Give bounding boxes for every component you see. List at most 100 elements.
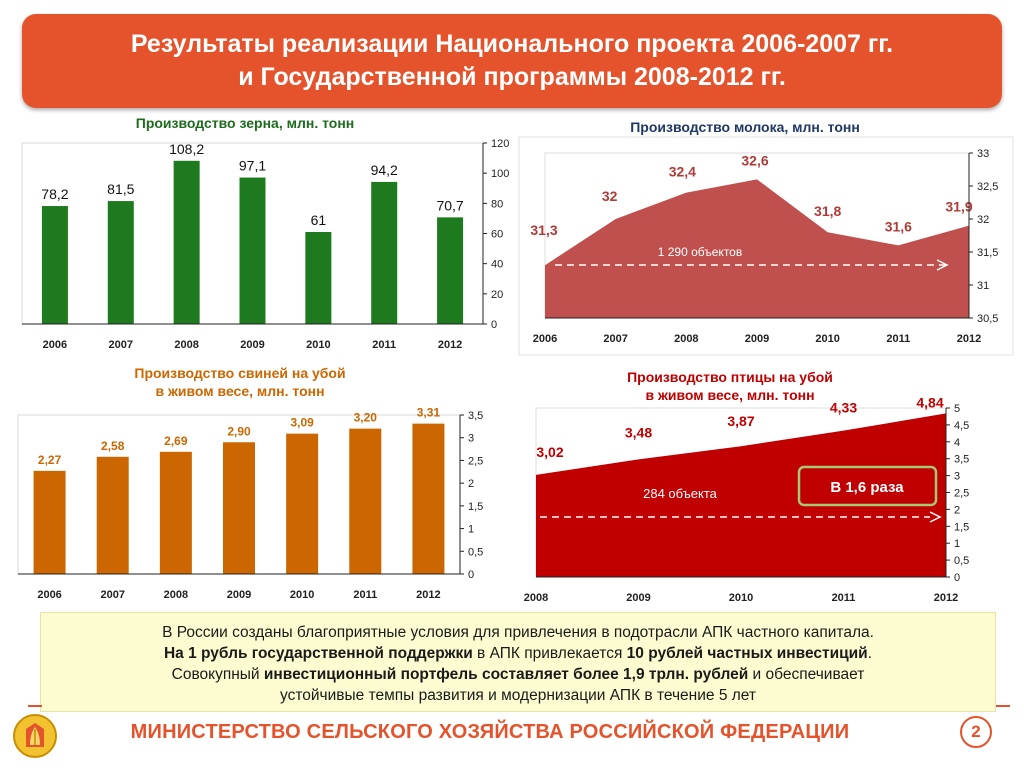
- milk-y-tick-label: 32: [977, 214, 989, 226]
- milk-data-label: 32,4: [669, 164, 696, 180]
- milk-objects-annotation: 1 290 объектов: [658, 245, 742, 259]
- pork-data-label: 2,90: [227, 424, 251, 438]
- grain-x-tick-label: 2007: [109, 339, 133, 351]
- info-line-4: устойчивые темпы развития и модернизации…: [280, 687, 756, 704]
- grain-y-tick-label: 40: [491, 259, 503, 271]
- grain-data-label: 108,2: [169, 141, 204, 157]
- grain-y-tick-label: 100: [491, 168, 509, 180]
- pork-y-tick-label: 2: [468, 478, 474, 490]
- poultry-chart-title-line-2: в живом весе, млн. тонн: [645, 387, 815, 403]
- grain-y-tick-label: 120: [491, 138, 509, 150]
- poultry-data-label: 4,33: [830, 400, 857, 416]
- poultry-x-tick-label: 2010: [729, 592, 753, 604]
- poultry-y-tick-label: 1,5: [954, 521, 969, 533]
- pork-chart-title-line-2: в живом весе, млн. тонн: [155, 383, 325, 399]
- milk-data-label: 32,6: [741, 152, 768, 168]
- pork-chart-title-line-1: Производство свиней на убой: [134, 365, 346, 381]
- grain-x-tick-label: 2006: [43, 339, 67, 351]
- milk-data-label: 31,9: [945, 199, 972, 215]
- pork-bar: [223, 442, 255, 574]
- poultry-chart-title: Производство птицы на убой в живом весе,…: [580, 368, 880, 404]
- poultry-arrow-head: [929, 511, 942, 523]
- pork-x-tick-label: 2010: [290, 589, 314, 601]
- grain-x-tick-label: 2009: [240, 339, 264, 351]
- milk-x-tick-label: 2007: [603, 333, 627, 345]
- poultry-growth-callout: В 1,6 раза: [830, 479, 904, 496]
- poultry-data-label: 4,84: [916, 394, 943, 410]
- poultry-x-tick-label: 2012: [934, 592, 958, 604]
- grain-x-tick-label: 2012: [438, 339, 462, 351]
- milk-x-tick-label: 2009: [745, 333, 769, 345]
- grain-bar: [437, 217, 464, 324]
- info-provides: и обеспечивает: [748, 666, 865, 683]
- info-aggregate: Совокупный: [171, 666, 264, 683]
- grain-data-label: 78,2: [41, 186, 68, 202]
- pork-data-label: 3,20: [354, 411, 378, 425]
- poultry-data-label: 3,48: [625, 424, 652, 440]
- poultry-y-tick-label: 4,5: [954, 420, 969, 432]
- info-attracts: в АПК привлекается: [472, 645, 627, 662]
- grain-data-label: 94,2: [371, 162, 398, 178]
- poultry-x-tick-label: 2008: [524, 592, 548, 604]
- pork-x-tick-label: 2008: [164, 589, 188, 601]
- poultry-data-label: 3,87: [727, 413, 754, 429]
- poultry-growth-callout-box: [797, 465, 938, 507]
- info-portfolio: инвестиционный портфель составляет более…: [263, 666, 749, 683]
- pork-chart-title: Производство свиней на убой в живом весе…: [90, 364, 390, 400]
- pork-bar: [96, 456, 129, 574]
- poultry-y-tick-label: 0: [954, 572, 960, 584]
- poultry-y-tick-label: 3,5: [954, 454, 969, 466]
- milk-x-tick-label: 2010: [815, 333, 839, 345]
- grain-data-label: 97,1: [239, 158, 266, 174]
- milk-data-label: 31,3: [530, 222, 557, 238]
- grain-x-tick-label: 2011: [372, 339, 396, 351]
- grain-bar: [107, 201, 134, 324]
- info-line-2: На 1 рубль государственной поддержки в А…: [41, 643, 995, 664]
- pork-data-label: 2,58: [101, 439, 125, 453]
- grain-bar: [239, 177, 266, 324]
- pork-y-tick-label: 2,5: [468, 455, 483, 467]
- poultry-y-tick-label: 5: [954, 403, 960, 415]
- ministry-emblem-icon: [13, 714, 57, 758]
- grain-data-label: 81,5: [107, 181, 134, 197]
- grain-x-tick-label: 2008: [174, 339, 198, 351]
- poultry-x-tick-label: 2011: [832, 592, 856, 604]
- info-period: .: [867, 645, 873, 662]
- info-line-3: Совокупный инвестиционный портфель соста…: [41, 664, 995, 685]
- grain-bar: [371, 181, 398, 324]
- grain-chart-title: Производство зерна, млн. тонн: [135, 115, 355, 131]
- pork-y-tick-label: 0: [468, 569, 474, 581]
- milk-data-label: 31,6: [885, 218, 912, 234]
- pork-x-tick-label: 2007: [100, 589, 124, 601]
- milk-y-tick-label: 33: [977, 148, 989, 160]
- pork-y-tick-label: 0,5: [468, 546, 483, 558]
- pork-data-label: 2,69: [164, 434, 188, 448]
- milk-y-tick-label: 30,5: [977, 313, 998, 325]
- pork-y-tick-label: 3,5: [468, 410, 483, 422]
- poultry-x-tick-label: 2009: [626, 592, 650, 604]
- pork-data-label: 3,09: [290, 416, 314, 430]
- footer-separator-left: [28, 705, 42, 707]
- ministry-name: МИНИСТЕРСТВО СЕЛЬСКОГО ХОЗЯЙСТВА РОССИЙС…: [130, 721, 850, 743]
- poultry-y-tick-label: 2: [954, 504, 960, 516]
- info-box: В России созданы благоприятные условия д…: [40, 612, 996, 712]
- info-private-investment: 10 рублей частных инвестиций: [626, 645, 868, 662]
- grain-x-tick-label: 2010: [306, 339, 330, 351]
- pork-bar: [286, 433, 319, 574]
- footer-separator-right: [996, 705, 1010, 707]
- poultry-y-tick-label: 2,5: [954, 488, 969, 500]
- pork-data-label: 2,27: [38, 453, 62, 467]
- pork-bar: [33, 470, 66, 574]
- grain-y-tick-label: 20: [491, 289, 503, 301]
- info-state-support: На 1 рубль государственной поддержки: [163, 645, 473, 662]
- milk-arrow-head: [936, 259, 949, 271]
- pork-x-tick-label: 2011: [353, 589, 377, 601]
- pork-y-tick-label: 1,5: [468, 501, 483, 513]
- title-banner: Результаты реализации Национального прое…: [22, 14, 1002, 108]
- poultry-y-tick-label: 0,5: [954, 555, 969, 567]
- grain-y-tick-label: 0: [491, 319, 497, 331]
- poultry-y-tick-label: 3: [954, 471, 960, 483]
- grain-y-tick-label: 80: [491, 198, 503, 210]
- grain-bar: [173, 160, 200, 324]
- pork-y-tick-label: 3: [468, 433, 474, 445]
